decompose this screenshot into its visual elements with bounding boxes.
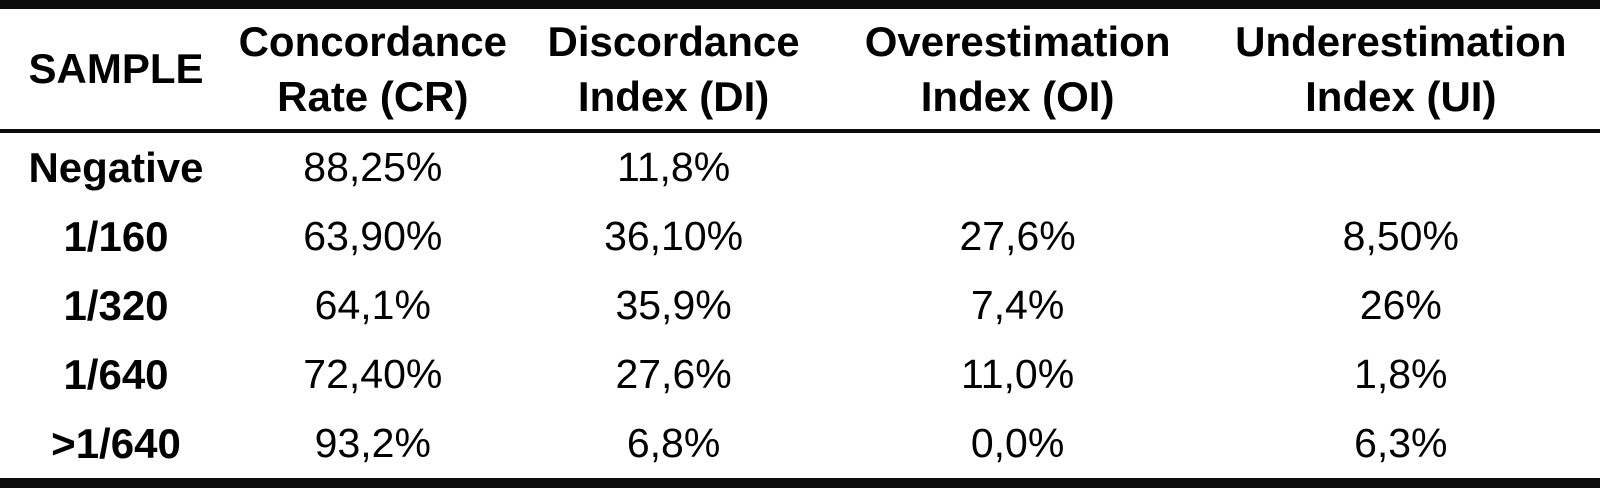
col-header-overestimation-index: Overestimation Index (OI): [833, 4, 1202, 133]
table-row-1-640: 1/640 72,40% 27,6% 11,0% 1,8%: [0, 340, 1600, 409]
cell-sample: 1/640: [63, 350, 169, 398]
cell-oi: 7,4%: [970, 282, 1065, 328]
cell-cr: 93,2%: [314, 420, 431, 466]
cell-di: 36,10%: [604, 213, 744, 259]
cell-oi: 0,0%: [970, 420, 1065, 466]
cell-ui: [1202, 131, 1600, 202]
cell-ui: 1,8%: [1354, 351, 1448, 397]
cell-di: 27,6%: [615, 351, 732, 397]
header-line-2: Index (OI): [920, 73, 1115, 120]
header-row: SAMPLE Concordance Rate (CR) Discordance…: [0, 4, 1600, 133]
cell-sample: Negative: [28, 143, 204, 191]
cell-oi: 27,6%: [959, 213, 1076, 259]
cell-ui: 6,3%: [1354, 420, 1448, 466]
col-header-sample: SAMPLE: [0, 4, 232, 133]
cell-oi: [834, 131, 1202, 202]
col-header-underestimation-index: Underestimation Index (UI): [1201, 4, 1600, 133]
header-line-2: Rate (CR): [277, 73, 469, 120]
cell-sample: 1/320: [63, 281, 169, 329]
cell-sample: >1/640: [51, 419, 181, 467]
header-line-2: Index (UI): [1305, 73, 1497, 120]
col-header-discordance-index: Discordance Index (DI): [513, 4, 834, 133]
cell-di: 11,8%: [616, 144, 731, 190]
cell-ui: 26%: [1359, 282, 1442, 328]
cell-sample: 1/160: [63, 212, 169, 260]
cell-ui: 8,50%: [1342, 213, 1459, 259]
table-header: SAMPLE Concordance Rate (CR) Discordance…: [0, 4, 1600, 133]
cell-di: 6,8%: [626, 420, 721, 466]
header-line-1: Discordance: [547, 17, 800, 65]
cell-di: 35,9%: [615, 282, 732, 328]
header-line-2: Index (DI): [577, 73, 770, 120]
table-row-1-320: 1/320 64,1% 35,9% 7,4% 26%: [0, 271, 1600, 340]
cell-cr: 72,40%: [303, 351, 443, 397]
cell-cr: 64,1%: [314, 282, 431, 328]
cell-cr: 63,90%: [303, 213, 443, 259]
header-line-1: Overestimation: [864, 17, 1171, 65]
table-body: Negative 88,25% 11,8% 1/160 63,90% 36,10…: [0, 131, 1600, 483]
table-row-1-160: 1/160 63,90% 36,10% 27,6% 8,50%: [0, 202, 1600, 271]
header-line-1: Underestimation: [1235, 17, 1567, 65]
col-header-concordance-rate: Concordance Rate (CR): [232, 4, 514, 133]
table-row-gt-1-640: >1/640 93,2% 6,8% 0,0% 6,3%: [0, 409, 1600, 483]
cell-oi: 11,0%: [960, 351, 1075, 397]
header-line-1: Concordance: [238, 17, 507, 65]
cell-cr: 88,25%: [303, 144, 443, 190]
table-row-negative: Negative 88,25% 11,8%: [0, 131, 1600, 202]
